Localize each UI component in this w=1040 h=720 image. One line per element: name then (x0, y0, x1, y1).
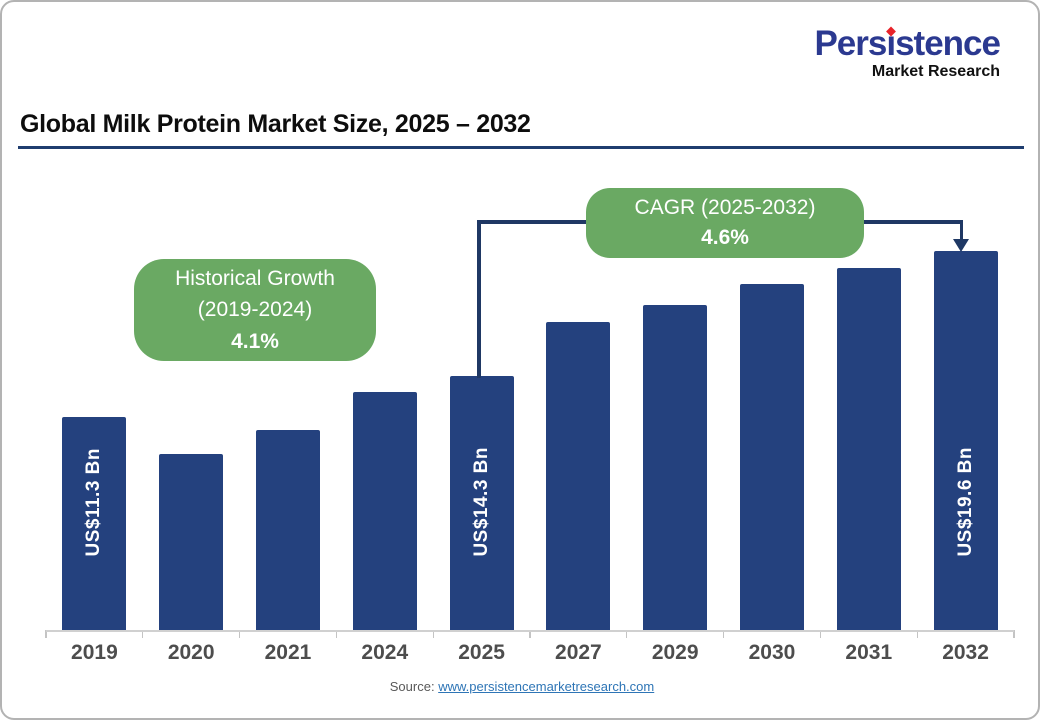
brand-logo: Persı stence Market Research (814, 24, 1001, 80)
x-axis-tick (916, 630, 918, 638)
brand-logo-subtext: Market Research (871, 63, 1000, 80)
x-axis-label-2025: 2025 (458, 641, 505, 664)
bar-2030 (740, 284, 804, 630)
x-axis-label-2030: 2030 (748, 641, 796, 664)
bar-2020 (159, 454, 224, 630)
arrow-down-icon (953, 239, 969, 252)
x-axis-label-2020: 2020 (167, 641, 215, 664)
source-line: Source: www.persistencemarketresearch.co… (2, 679, 1038, 694)
cagr-connector-left-vertical (477, 220, 481, 378)
x-axis-tick (335, 630, 338, 638)
cagr-callout: CAGR (2025-2032) 4.6% (586, 188, 864, 258)
historical-growth-callout: Historical Growth (2019-2024) 4.1% (134, 259, 376, 361)
bar-2032 (933, 251, 998, 630)
bar-2021 (256, 430, 320, 630)
brand-text-part2: ı (886, 24, 896, 63)
cagr-line1: CAGR (2025-2032) (634, 195, 816, 219)
source-link[interactable]: www.persistencemarketresearch.com (438, 679, 655, 694)
x-axis-tick (238, 630, 241, 638)
x-axis-line (46, 630, 1014, 632)
historical-growth-value: 4.1% (231, 329, 279, 353)
x-axis-tick (626, 630, 628, 638)
cagr-value: 4.6% (701, 226, 749, 249)
bar-2024 (352, 392, 417, 630)
brand-logo-wordmark: Persı stence (814, 24, 1001, 63)
brand-text-part3: stence (895, 24, 1001, 63)
x-axis-tick (142, 630, 144, 638)
x-axis-tick (819, 630, 822, 638)
x-axis-label-2032: 2032 (942, 641, 989, 664)
historical-growth-line2: (2019-2024) (197, 298, 313, 322)
page-title: Global Milk Protein Market Size, 2025 – … (20, 110, 531, 138)
cagr-connector-right-vertical (959, 220, 963, 240)
cagr-connector-left-horizontal (477, 220, 587, 224)
bar-2029 (643, 305, 708, 630)
x-axis-tick (1013, 630, 1015, 638)
x-axis-label-2029: 2029 (651, 641, 699, 664)
x-axis-label-2021: 2021 (264, 641, 312, 664)
bar-2025 (449, 376, 514, 630)
bar-2019 (62, 417, 127, 630)
cagr-connector-right-horizontal (863, 220, 963, 224)
brand-text-dotless-i: ı (885, 24, 896, 63)
x-axis-tick (529, 630, 531, 638)
bar-2031 (836, 268, 901, 630)
x-axis-tick (722, 630, 725, 638)
x-axis-label-2027: 2027 (555, 641, 602, 664)
x-axis-label-2019: 2019 (71, 641, 118, 664)
x-axis-labels: 2019 2020 2021 2024 2025 2027 2029 2030 2031 2032 (46, 641, 1014, 665)
x-axis-label-2024: 2024 (361, 641, 409, 664)
historical-growth-line1: Historical Growth (175, 266, 335, 290)
brand-text-part1: Pers (814, 24, 887, 63)
x-axis-tick (45, 630, 47, 638)
x-axis-label-2031: 2031 (845, 641, 893, 664)
source-prefix: Source: (389, 679, 435, 694)
bar-2027 (546, 322, 611, 630)
x-axis-tick (432, 630, 434, 638)
title-underline (18, 146, 1024, 149)
